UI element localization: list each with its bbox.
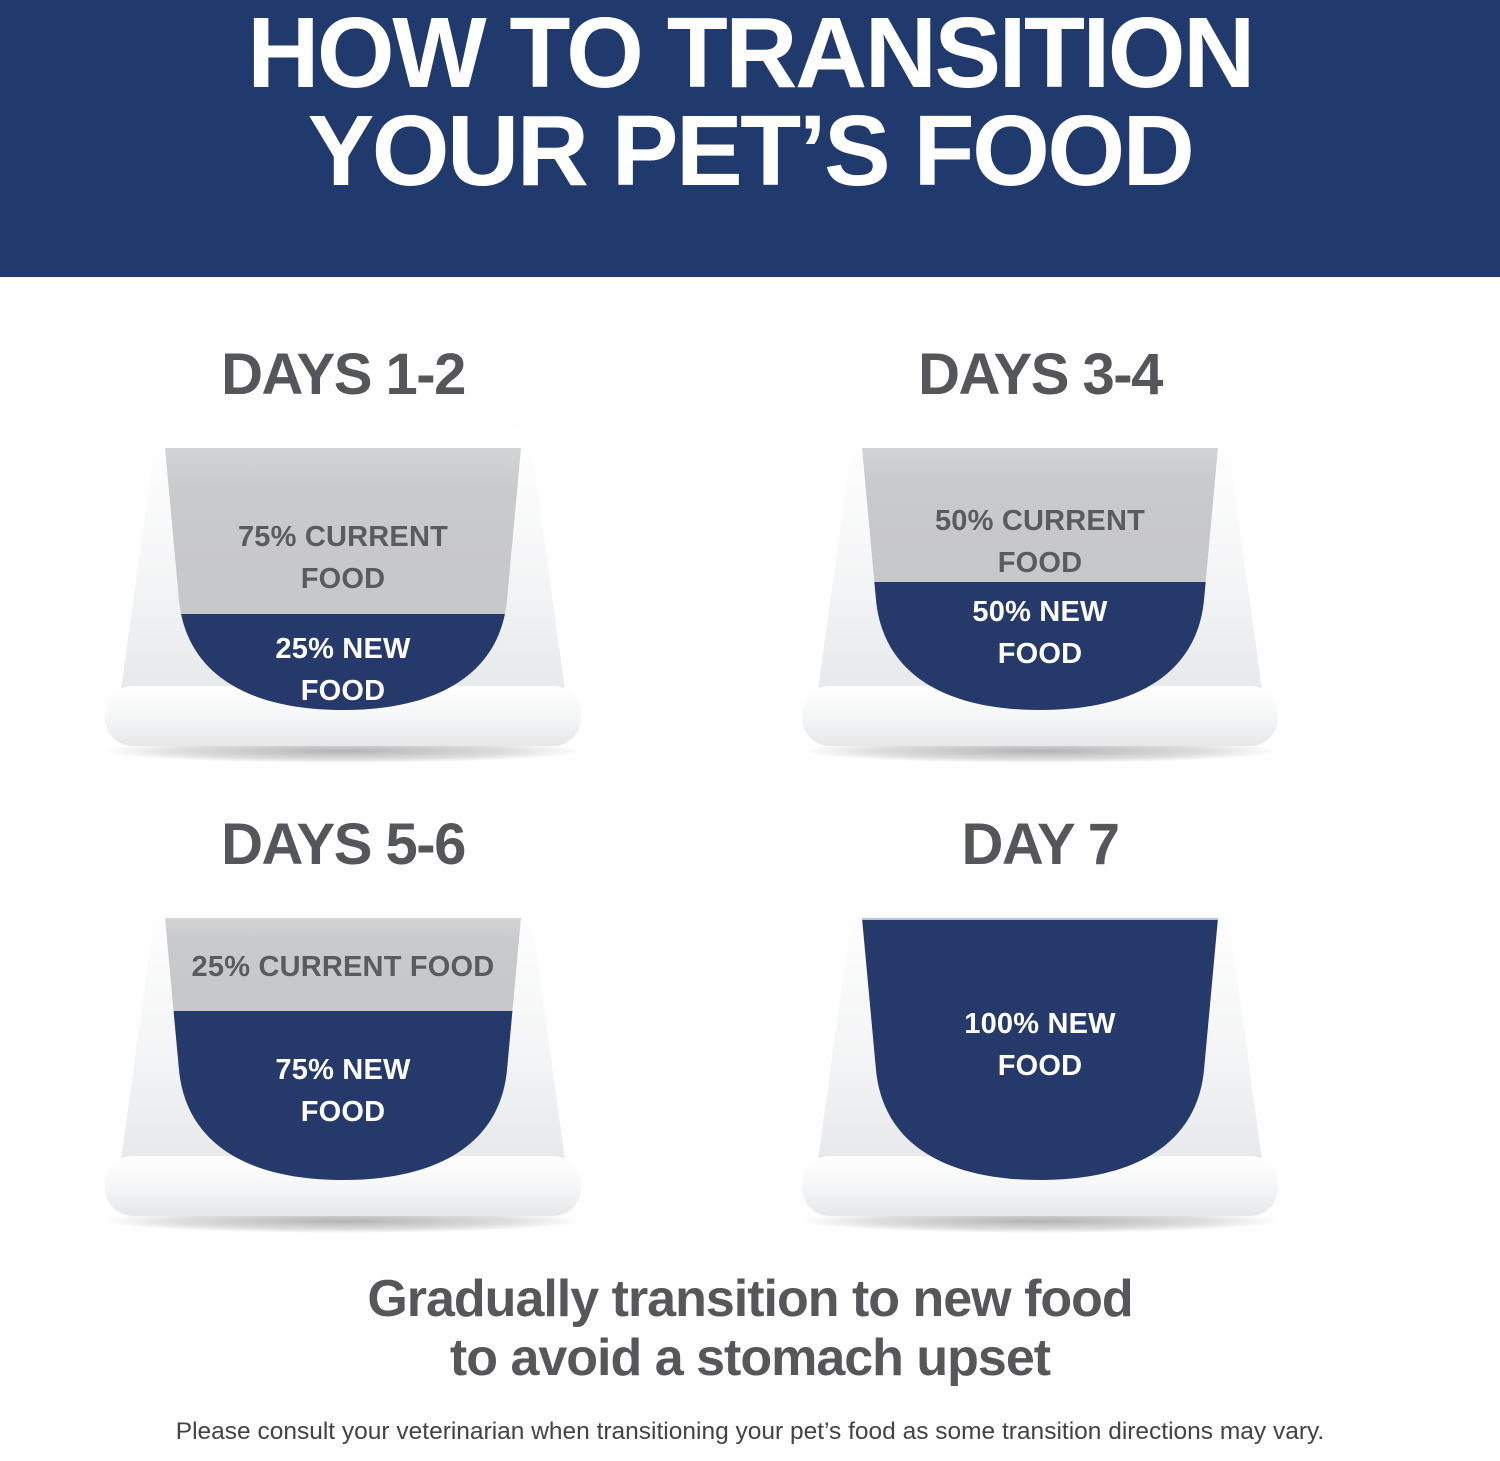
page-title: HOW TO TRANSITION YOUR PET’S FOOD <box>247 0 1255 207</box>
food-bowl: 100% NEW FOOD <box>800 897 1280 1243</box>
panel-heading: DAYS 5-6 <box>221 812 466 877</box>
food-bowl: 25% CURRENT FOOD 75% NEW FOOD <box>103 897 583 1243</box>
tagline: Gradually transition to new food to avoi… <box>367 1270 1133 1387</box>
new-food-label: 75% NEW FOOD <box>275 1053 411 1128</box>
disclaimer-text: Please consult your veterinarian when tr… <box>175 1418 1325 1445</box>
bowl-graphic <box>802 897 1278 1233</box>
title-banner: HOW TO TRANSITION YOUR PET’S FOOD <box>0 0 1500 277</box>
bowl-graphic <box>802 427 1278 763</box>
panel-days-5-6: DAYS 5-6 <box>103 812 583 1243</box>
panel-days-1-2: DAYS 1-2 <box>103 342 583 773</box>
panel-heading: DAYS 1-2 <box>221 342 466 407</box>
new-food-label: 50% NEW FOOD <box>972 595 1108 670</box>
current-food-label: 25% CURRENT FOOD <box>191 950 495 983</box>
food-bowl: 75% CURRENT FOOD 25% NEW FOOD <box>103 427 583 773</box>
current-food-label: 50% CURRENT FOOD <box>934 504 1146 579</box>
panel-days-3-4: DAYS 3-4 <box>800 342 1280 773</box>
panel-heading: DAYS 3-4 <box>918 342 1163 407</box>
panel-day-7: DAY 7 100 <box>800 812 1280 1243</box>
current-food-label: 75% CURRENT FOOD <box>237 520 449 595</box>
new-food-label: 25% NEW FOOD <box>275 632 411 707</box>
panel-heading: DAY 7 <box>961 812 1120 877</box>
new-food-label: 100% NEW FOOD <box>964 1007 1116 1082</box>
bowl-graphic <box>105 427 581 763</box>
bowl-graphic <box>105 897 581 1233</box>
food-bowl: 50% CURRENT FOOD 50% NEW FOOD <box>800 427 1280 773</box>
